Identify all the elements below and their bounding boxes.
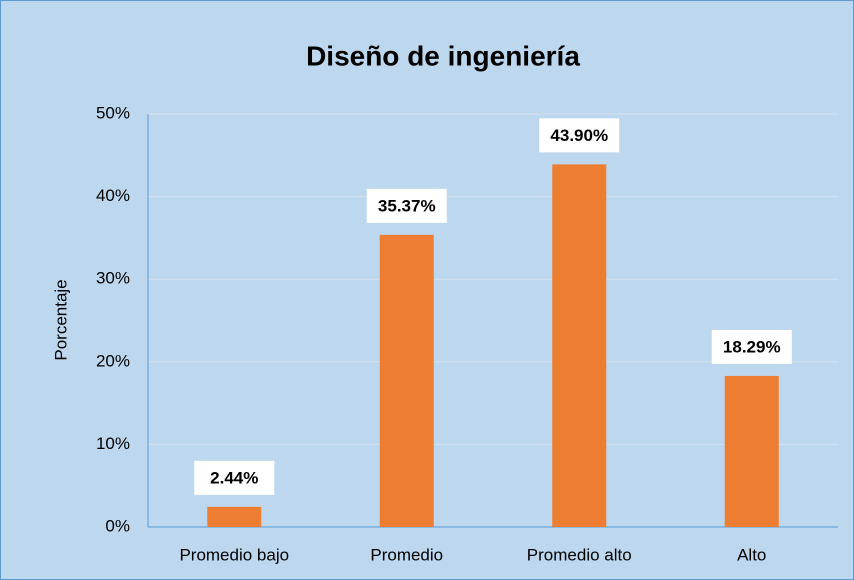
value-label-box <box>539 118 620 153</box>
chart-title: Diseño de ingeniería <box>306 40 580 71</box>
bar <box>552 164 607 528</box>
x-tick-label: Promedio alto <box>527 545 632 564</box>
bar <box>379 234 434 527</box>
value-label: 2.44% <box>210 468 258 487</box>
x-tick-label: Promedio bajo <box>179 545 289 564</box>
value-label-box <box>366 188 447 223</box>
x-tick-label: Promedio <box>370 545 443 564</box>
y-tick-label: 30% <box>96 269 130 288</box>
value-label: 18.29% <box>723 337 781 356</box>
y-tick-label: 50% <box>96 103 130 122</box>
y-tick-label: 40% <box>96 186 130 205</box>
bar <box>207 506 262 527</box>
x-tick-label: Alto <box>737 545 766 564</box>
value-label-box <box>194 460 275 495</box>
value-label-box <box>711 329 792 364</box>
y-tick-label: 0% <box>105 516 130 535</box>
y-tick-label: 10% <box>96 434 130 453</box>
bar <box>724 375 779 527</box>
y-tick-label: 20% <box>96 351 130 370</box>
value-label: 35.37% <box>378 196 436 215</box>
value-label: 43.90% <box>550 126 608 145</box>
y-axis-label: Porcentaje <box>51 279 70 360</box>
